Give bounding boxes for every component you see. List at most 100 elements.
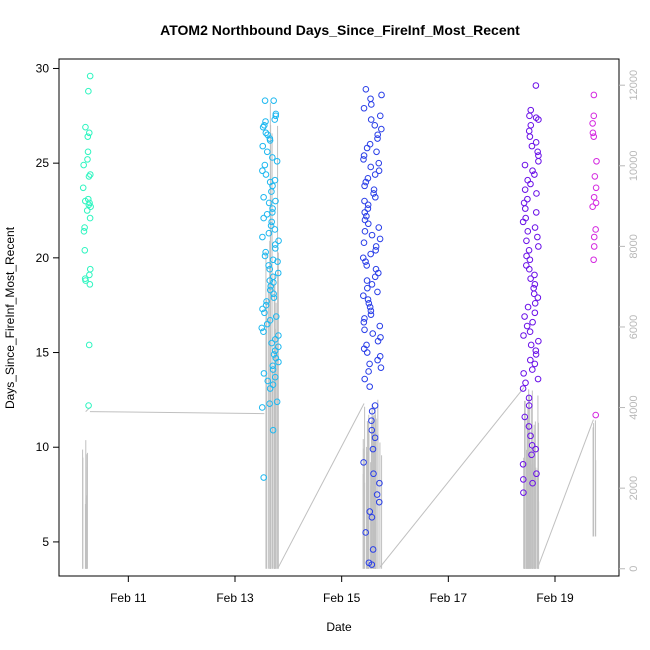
data-point [86, 171, 94, 178]
data-point [84, 156, 91, 163]
data-point [259, 305, 266, 313]
data-point [261, 309, 268, 317]
data-point [526, 133, 534, 140]
data-point [264, 377, 272, 385]
data-point [272, 245, 279, 252]
data-point [590, 243, 598, 250]
data-point [375, 224, 383, 231]
data-point [87, 203, 94, 211]
data-point [85, 341, 93, 349]
y2-tick-label: 10000 [628, 150, 640, 181]
data-point [259, 123, 267, 131]
data-point [265, 199, 273, 207]
data-point [261, 161, 269, 169]
data-point [273, 157, 281, 165]
plot-frame [58, 58, 620, 577]
data-point [525, 394, 533, 402]
data-point [368, 513, 376, 521]
data-point [362, 258, 369, 265]
data-point [364, 175, 372, 182]
data-point [525, 127, 533, 135]
data-point [262, 129, 270, 137]
data-point [521, 313, 528, 320]
data-point [527, 341, 535, 349]
data-point [270, 351, 278, 358]
data-point [531, 271, 538, 279]
data-point [531, 224, 539, 231]
data-point [364, 201, 372, 209]
data-point [272, 112, 280, 120]
data-point [372, 243, 380, 250]
data-point [532, 347, 540, 354]
data-point [360, 104, 368, 112]
data-point [376, 235, 384, 243]
x-tick-label: Feb 11 [110, 591, 147, 605]
data-point [269, 366, 277, 373]
data-point [365, 368, 372, 375]
data-point [367, 163, 375, 171]
data-point [263, 320, 271, 328]
data-point [270, 290, 277, 298]
data-point [373, 148, 380, 156]
data-point [533, 190, 540, 197]
data-point [366, 140, 374, 148]
data-point [372, 246, 379, 254]
data-point [531, 171, 538, 178]
data-point [361, 216, 369, 224]
data-point [532, 351, 540, 358]
data-point [527, 106, 535, 114]
data-point [360, 156, 367, 163]
data-point [535, 157, 542, 165]
data-point [367, 101, 375, 108]
data-point [85, 402, 92, 409]
data-point [368, 407, 376, 415]
background-line-segment [277, 403, 365, 569]
data-point [367, 116, 375, 123]
x-tick-label: Feb 17 [430, 591, 468, 605]
y2-tick-label: 4000 [628, 395, 640, 419]
data-point [266, 137, 274, 144]
data-point [532, 445, 539, 453]
data-point [528, 366, 536, 373]
data-point [86, 265, 94, 273]
data-point [524, 195, 531, 203]
data-point [86, 72, 94, 80]
data-point [521, 161, 529, 169]
data-point [368, 426, 376, 434]
y-tick-label: 10 [36, 440, 50, 454]
data-point [265, 262, 272, 269]
data-point [522, 262, 530, 269]
data-point [262, 301, 270, 309]
data-point [589, 203, 596, 211]
data-point [523, 252, 530, 260]
data-point [590, 256, 597, 264]
data-point [268, 339, 275, 347]
data-point [365, 299, 373, 307]
data-point [527, 180, 534, 188]
data-point [260, 214, 267, 222]
data-point [590, 133, 598, 140]
background-line-segment [379, 387, 525, 568]
data-point [589, 120, 596, 127]
data-point [591, 173, 599, 180]
data-point [363, 144, 371, 152]
data-point [80, 161, 87, 169]
data-point [375, 167, 383, 175]
data-point [361, 228, 369, 235]
data-point [374, 356, 381, 364]
data-point [361, 375, 369, 383]
data-point [271, 347, 279, 354]
data-point [369, 546, 377, 553]
y2-tick-label: 12000 [628, 70, 640, 101]
data-point [529, 479, 536, 487]
data-point [366, 383, 373, 390]
y2-tick-label: 6000 [628, 315, 640, 339]
data-point [362, 86, 370, 93]
data-point [532, 82, 540, 89]
y-tick-label: 25 [36, 156, 50, 170]
data-point [376, 322, 384, 330]
data-point [361, 326, 368, 334]
x-tick-label: Feb 15 [323, 591, 361, 605]
data-point [81, 224, 88, 231]
